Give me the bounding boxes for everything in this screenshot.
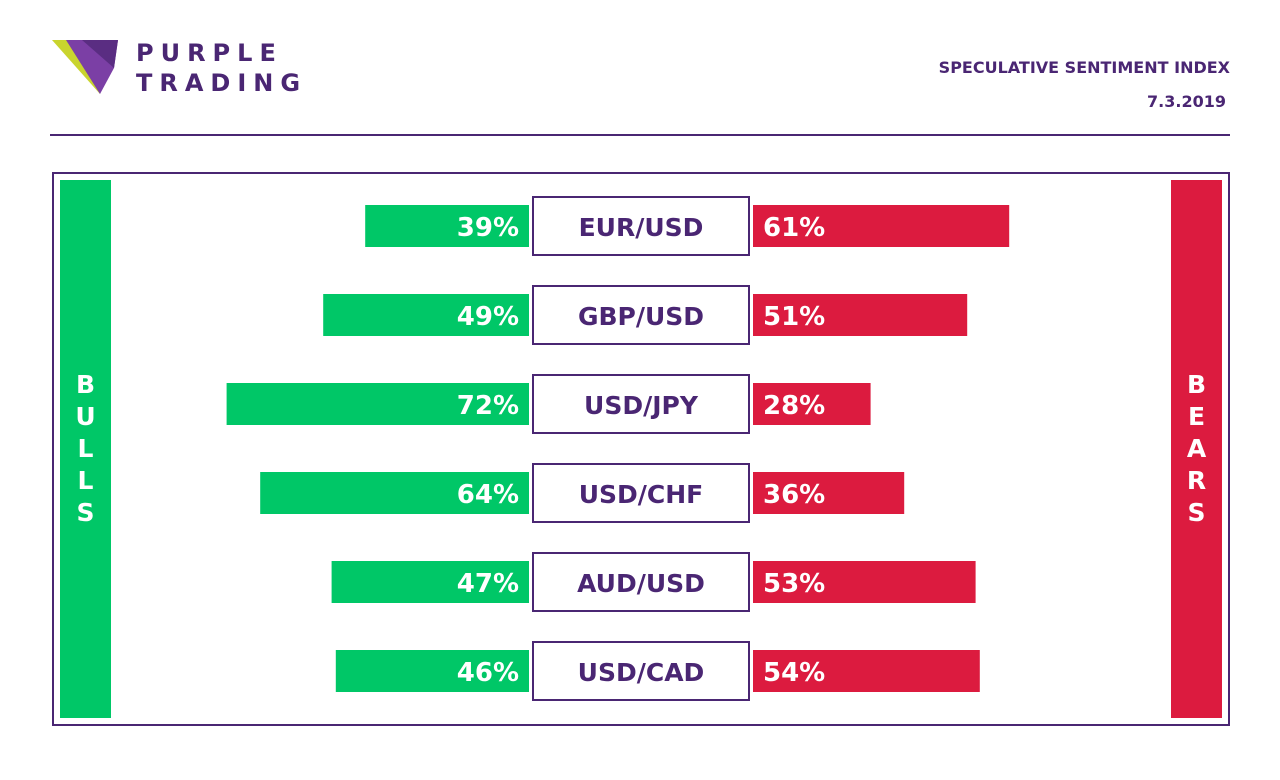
chart-frame	[52, 172, 1230, 726]
bulls-letter: S	[76, 498, 95, 527]
bulls-letter: B	[75, 370, 96, 399]
bull-value-label: 46%	[457, 658, 519, 688]
bears-letter: R	[1186, 466, 1207, 495]
bears-letter: B	[1186, 370, 1207, 399]
bull-value-label: 49%	[457, 302, 519, 332]
currency-pair-label: USD/JPY	[584, 391, 699, 420]
currency-pair-label: EUR/USD	[579, 213, 704, 242]
bulls-letter: L	[77, 434, 94, 463]
bulls-letter: U	[75, 402, 96, 431]
brand-name-line1: PURPLE	[136, 39, 283, 67]
bulls-label: B U L L S	[60, 180, 111, 718]
bull-value-label: 39%	[457, 213, 519, 243]
bear-bar	[753, 561, 976, 603]
bull-value-label: 72%	[457, 391, 519, 421]
bull-value-label: 47%	[457, 569, 519, 599]
brand-logo: PURPLE TRADING	[52, 38, 352, 108]
bear-bar	[753, 650, 980, 692]
bear-value-label: 53%	[763, 569, 825, 599]
pair-label-box	[532, 196, 750, 256]
page-date: 7.3.2019	[1147, 92, 1226, 111]
bear-value-label: 28%	[763, 391, 825, 421]
bears-letter: A	[1186, 434, 1207, 463]
bull-value-label: 64%	[457, 480, 519, 510]
bear-value-label: 54%	[763, 658, 825, 688]
pair-label-box	[532, 463, 750, 523]
bears-letter: S	[1187, 498, 1206, 527]
pair-label-box	[532, 552, 750, 612]
bear-bar	[753, 205, 1010, 247]
pair-label-box	[532, 641, 750, 701]
bear-bar	[753, 472, 905, 514]
brand-name: PURPLE TRADING	[136, 38, 307, 98]
brand-name-line2: TRADING	[136, 69, 308, 97]
bull-bar	[335, 650, 529, 692]
currency-pair-label: USD/CAD	[578, 658, 705, 687]
bears-label: B E A R S	[1171, 180, 1222, 718]
page-title: SPECULATIVE SENTIMENT INDEX	[938, 58, 1230, 77]
bears-letter: E	[1187, 402, 1206, 431]
bull-bar	[260, 472, 529, 514]
pair-label-box	[532, 374, 750, 434]
bear-value-label: 61%	[763, 213, 825, 243]
pair-label-box	[532, 285, 750, 345]
bull-bar	[365, 205, 529, 247]
bear-value-label: 51%	[763, 302, 825, 332]
bull-bar	[226, 383, 529, 425]
logo-mark-icon	[52, 40, 118, 94]
currency-pair-label: AUD/USD	[577, 569, 705, 598]
bear-bar	[753, 383, 871, 425]
bear-value-label: 36%	[763, 480, 825, 510]
bear-bar	[753, 294, 968, 336]
currency-pair-label: USD/CHF	[579, 480, 704, 509]
bull-bar	[331, 561, 529, 603]
bulls-letter: L	[77, 466, 94, 495]
currency-pair-label: GBP/USD	[578, 302, 704, 331]
header-divider	[50, 134, 1230, 136]
bull-bar	[323, 294, 529, 336]
